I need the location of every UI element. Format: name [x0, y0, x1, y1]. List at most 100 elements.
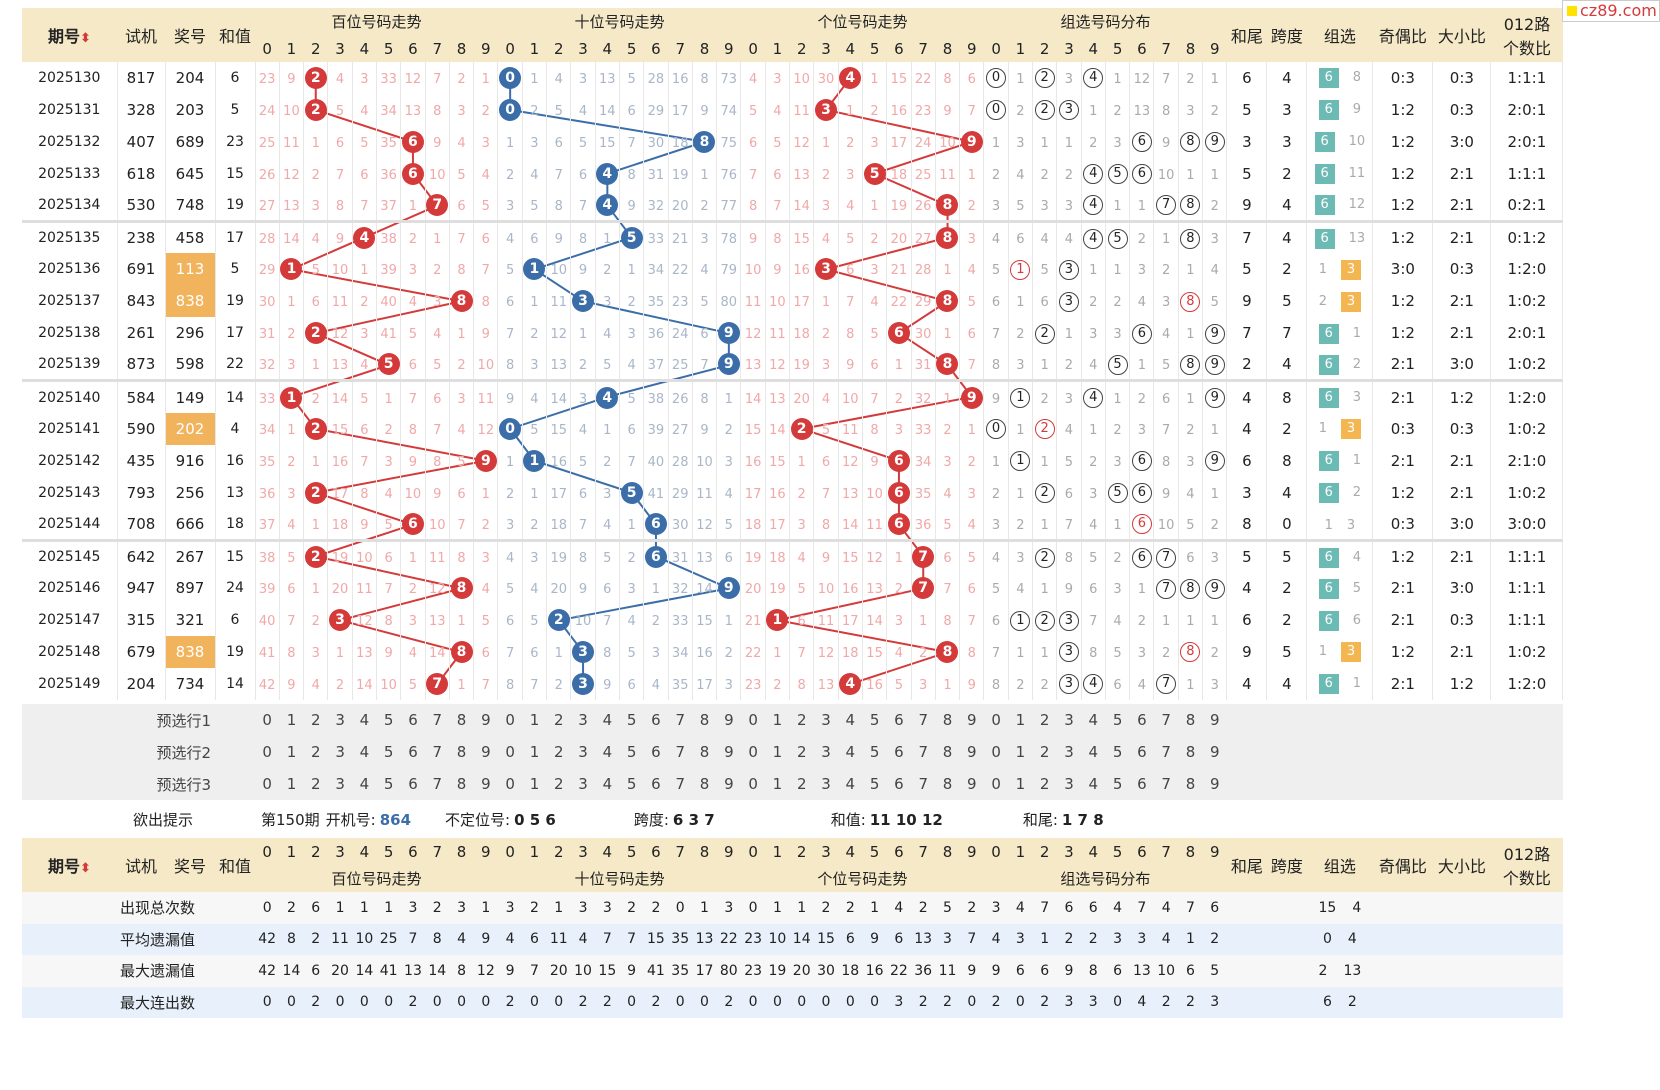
preselect-digit[interactable]: 1 — [765, 768, 790, 800]
preselect-digit[interactable]: 6 — [1129, 736, 1155, 768]
preselect-digit[interactable]: 3 — [813, 768, 839, 800]
preselect-digit[interactable]: 3 — [1056, 704, 1082, 736]
preselect-digit[interactable]: 0 — [498, 768, 523, 800]
preselect-digit[interactable]: 8 — [449, 768, 474, 800]
preselect-digit[interactable]: 3 — [813, 736, 839, 768]
preselect-digit[interactable]: 5 — [1105, 704, 1130, 736]
preselect-digit[interactable]: 6 — [643, 736, 669, 768]
preselect-digit[interactable]: 1 — [765, 736, 790, 768]
preselect-digit[interactable]: 2 — [303, 736, 328, 768]
preselect-digit[interactable]: 8 — [692, 768, 717, 800]
preselect-digit[interactable]: 0 — [740, 768, 766, 800]
preselect-digit[interactable]: 0 — [498, 704, 523, 736]
preselect-digit[interactable]: 2 — [789, 736, 814, 768]
preselect-digit[interactable]: 8 — [935, 768, 960, 800]
preselect-digit[interactable]: 9 — [473, 704, 499, 736]
preselect-digit[interactable]: 8 — [692, 704, 717, 736]
preselect-digit[interactable]: 2 — [546, 704, 571, 736]
preselect-digit[interactable]: 7 — [425, 736, 450, 768]
preselect-digit[interactable]: 7 — [425, 768, 450, 800]
preselect-digit[interactable]: 0 — [740, 736, 766, 768]
preselect-digit[interactable]: 7 — [668, 704, 693, 736]
preselect-digit[interactable]: 6 — [1129, 768, 1155, 800]
preselect-digit[interactable]: 4 — [595, 768, 620, 800]
preselect-digit[interactable]: 4 — [838, 736, 863, 768]
preselect-digit[interactable]: 2 — [546, 768, 571, 800]
preselect-digit[interactable]: 9 — [716, 704, 741, 736]
period-sort-header[interactable]: 期号⬍ — [22, 8, 117, 62]
preselect-digit[interactable]: 6 — [643, 704, 669, 736]
period-sort-header[interactable]: 期号⬍ — [22, 838, 117, 892]
site-logo[interactable]: cz89.com — [1562, 0, 1660, 22]
preselect-digit[interactable]: 8 — [1178, 768, 1203, 800]
preselect-digit[interactable]: 2 — [1032, 704, 1057, 736]
preselect-digit[interactable]: 3 — [570, 736, 596, 768]
preselect-digit[interactable]: 8 — [449, 704, 474, 736]
preselect-digit[interactable]: 2 — [789, 768, 814, 800]
preselect-digit[interactable]: 2 — [1032, 736, 1057, 768]
preselect-digit[interactable]: 0 — [740, 704, 766, 736]
preselect-digit[interactable]: 0 — [983, 768, 1009, 800]
preselect-digit[interactable]: 6 — [400, 768, 426, 800]
preselect-digit[interactable]: 5 — [862, 736, 887, 768]
preselect-digit[interactable]: 5 — [862, 704, 887, 736]
preselect-digit[interactable]: 0 — [983, 704, 1009, 736]
preselect-digit[interactable]: 8 — [935, 736, 960, 768]
preselect-digit[interactable]: 1 — [765, 704, 790, 736]
preselect-digit[interactable]: 9 — [959, 736, 984, 768]
preselect-digit[interactable]: 4 — [595, 704, 620, 736]
preselect-digit[interactable]: 2 — [303, 768, 328, 800]
preselect-digit[interactable]: 1 — [522, 768, 547, 800]
preselect-digit[interactable]: 2 — [303, 704, 328, 736]
preselect-digit[interactable]: 0 — [255, 704, 280, 736]
preselect-digit[interactable]: 7 — [1154, 704, 1179, 736]
preselect-digit[interactable]: 4 — [352, 768, 377, 800]
preselect-digit[interactable]: 4 — [838, 768, 863, 800]
preselect-digit[interactable]: 3 — [327, 768, 353, 800]
preselect-digit[interactable]: 4 — [1081, 736, 1106, 768]
preselect-digit[interactable]: 6 — [1129, 704, 1155, 736]
preselect-digit[interactable]: 3 — [1056, 768, 1082, 800]
preselect-digit[interactable]: 7 — [911, 704, 936, 736]
preselect-digit[interactable]: 9 — [1202, 736, 1227, 768]
preselect-digit[interactable]: 9 — [959, 704, 984, 736]
preselect-digit[interactable]: 7 — [911, 768, 936, 800]
preselect-digit[interactable]: 5 — [376, 736, 401, 768]
preselect-digit[interactable]: 7 — [1154, 736, 1179, 768]
preselect-digit[interactable]: 3 — [327, 704, 353, 736]
preselect-digit[interactable]: 1 — [522, 704, 547, 736]
preselect-digit[interactable]: 4 — [352, 736, 377, 768]
preselect-digit[interactable]: 3 — [570, 704, 596, 736]
preselect-digit[interactable]: 5 — [376, 768, 401, 800]
preselect-digit[interactable]: 3 — [570, 768, 596, 800]
preselect-digit[interactable]: 9 — [959, 768, 984, 800]
preselect-digit[interactable]: 7 — [1154, 768, 1179, 800]
preselect-digit[interactable]: 4 — [838, 704, 863, 736]
preselect-digit[interactable]: 1 — [522, 736, 547, 768]
preselect-digit[interactable]: 1 — [1008, 736, 1033, 768]
preselect-digit[interactable]: 5 — [376, 704, 401, 736]
preselect-digit[interactable]: 1 — [1008, 704, 1033, 736]
preselect-digit[interactable]: 6 — [400, 704, 426, 736]
preselect-digit[interactable]: 8 — [1178, 736, 1203, 768]
preselect-digit[interactable]: 6 — [886, 768, 912, 800]
preselect-digit[interactable]: 5 — [1105, 768, 1130, 800]
preselect-digit[interactable]: 8 — [1178, 704, 1203, 736]
preselect-digit[interactable]: 4 — [595, 736, 620, 768]
preselect-digit[interactable]: 5 — [619, 768, 644, 800]
preselect-digit[interactable]: 0 — [255, 736, 280, 768]
sort-arrows-icon[interactable]: ⬍ — [80, 31, 91, 46]
preselect-digit[interactable]: 7 — [911, 736, 936, 768]
preselect-digit[interactable]: 2 — [789, 704, 814, 736]
preselect-digit[interactable]: 3 — [1056, 736, 1082, 768]
preselect-digit[interactable]: 9 — [716, 768, 741, 800]
preselect-digit[interactable]: 8 — [449, 736, 474, 768]
preselect-digit[interactable]: 4 — [1081, 768, 1106, 800]
preselect-digit[interactable]: 9 — [473, 768, 499, 800]
preselect-digit[interactable]: 0 — [255, 768, 280, 800]
preselect-digit[interactable]: 5 — [619, 736, 644, 768]
preselect-digit[interactable]: 6 — [400, 736, 426, 768]
preselect-digit[interactable]: 0 — [983, 736, 1009, 768]
preselect-digit[interactable]: 9 — [716, 736, 741, 768]
preselect-digit[interactable]: 2 — [546, 736, 571, 768]
